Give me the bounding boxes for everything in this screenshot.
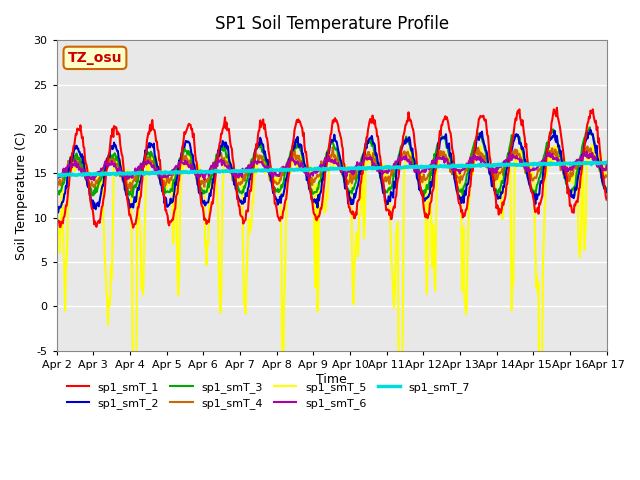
sp1_smT_6 [53,174,61,180]
sp1_smT_1 [120,161,127,167]
sp1_smT_2 [587,127,595,132]
sp1_smT_6 [583,149,591,155]
sp1_smT_6 [176,159,184,165]
sp1_smT_2 [205,195,212,201]
sp1_smT_4 [176,156,184,162]
sp1_smT_4 [120,180,127,185]
sp1_smT_2 [63,173,71,179]
sp1_smT_2 [53,204,61,209]
sp1_smT_1 [205,219,212,225]
Y-axis label: Soil Temperature (C): Soil Temperature (C) [15,131,28,260]
sp1_smT_5 [63,256,70,262]
X-axis label: Time: Time [316,372,347,385]
sp1_smT_2 [415,187,423,192]
sp1_smT_1 [603,197,611,203]
sp1_smT_5 [399,281,407,287]
sp1_smT_7 [205,169,212,175]
sp1_smT_2 [176,162,184,168]
sp1_smT_7 [58,173,66,179]
sp1_smT_2 [120,177,128,182]
sp1_smT_5 [120,169,127,175]
sp1_smT_5 [603,171,611,177]
sp1_smT_3 [586,124,593,130]
Legend: sp1_smT_1, sp1_smT_2, sp1_smT_3, sp1_smT_4, sp1_smT_5, sp1_smT_6, sp1_smT_7: sp1_smT_1, sp1_smT_2, sp1_smT_3, sp1_smT… [62,377,475,414]
sp1_smT_1 [63,203,70,209]
sp1_smT_5 [176,227,184,232]
sp1_smT_5 [588,142,596,147]
sp1_smT_3 [399,139,407,145]
sp1_smT_1 [53,213,61,219]
sp1_smT_3 [53,189,61,194]
sp1_smT_1 [176,166,184,172]
Line: sp1_smT_1: sp1_smT_1 [57,108,607,228]
sp1_smT_1 [415,170,423,176]
sp1_smT_1 [399,133,407,139]
sp1_smT_1 [129,225,137,230]
sp1_smT_7 [176,169,184,175]
sp1_smT_7 [53,172,61,178]
sp1_smT_4 [603,173,611,179]
sp1_smT_3 [205,184,212,190]
sp1_smT_3 [603,187,611,192]
sp1_smT_5 [205,210,212,216]
sp1_smT_7 [63,171,71,177]
Line: sp1_smT_4: sp1_smT_4 [57,146,607,191]
Text: TZ_osu: TZ_osu [68,51,122,65]
sp1_smT_5 [415,170,423,176]
sp1_smT_2 [54,210,61,216]
sp1_smT_7 [399,165,407,170]
sp1_smT_5 [53,189,61,195]
sp1_smT_3 [415,183,423,189]
sp1_smT_3 [176,156,184,161]
Line: sp1_smT_7: sp1_smT_7 [57,162,607,176]
Line: sp1_smT_2: sp1_smT_2 [57,130,607,213]
Line: sp1_smT_6: sp1_smT_6 [57,152,607,180]
sp1_smT_3 [120,173,127,179]
sp1_smT_3 [63,167,70,173]
Line: sp1_smT_5: sp1_smT_5 [57,144,607,480]
sp1_smT_4 [63,167,70,172]
sp1_smT_7 [415,165,423,170]
sp1_smT_6 [399,156,407,161]
Line: sp1_smT_3: sp1_smT_3 [57,127,607,197]
sp1_smT_4 [53,187,61,192]
sp1_smT_4 [415,170,423,176]
sp1_smT_1 [553,105,561,110]
sp1_smT_6 [603,162,611,168]
sp1_smT_7 [603,159,611,165]
sp1_smT_6 [63,168,70,174]
sp1_smT_6 [120,172,128,178]
sp1_smT_4 [543,144,551,149]
sp1_smT_4 [205,173,212,179]
sp1_smT_4 [399,151,407,156]
sp1_smT_2 [603,189,611,195]
sp1_smT_7 [120,170,128,176]
sp1_smT_3 [129,194,136,200]
sp1_smT_2 [399,142,407,147]
Title: SP1 Soil Temperature Profile: SP1 Soil Temperature Profile [214,15,449,33]
sp1_smT_4 [128,188,136,194]
sp1_smT_6 [205,173,212,179]
sp1_smT_6 [90,178,98,183]
sp1_smT_6 [415,170,423,176]
